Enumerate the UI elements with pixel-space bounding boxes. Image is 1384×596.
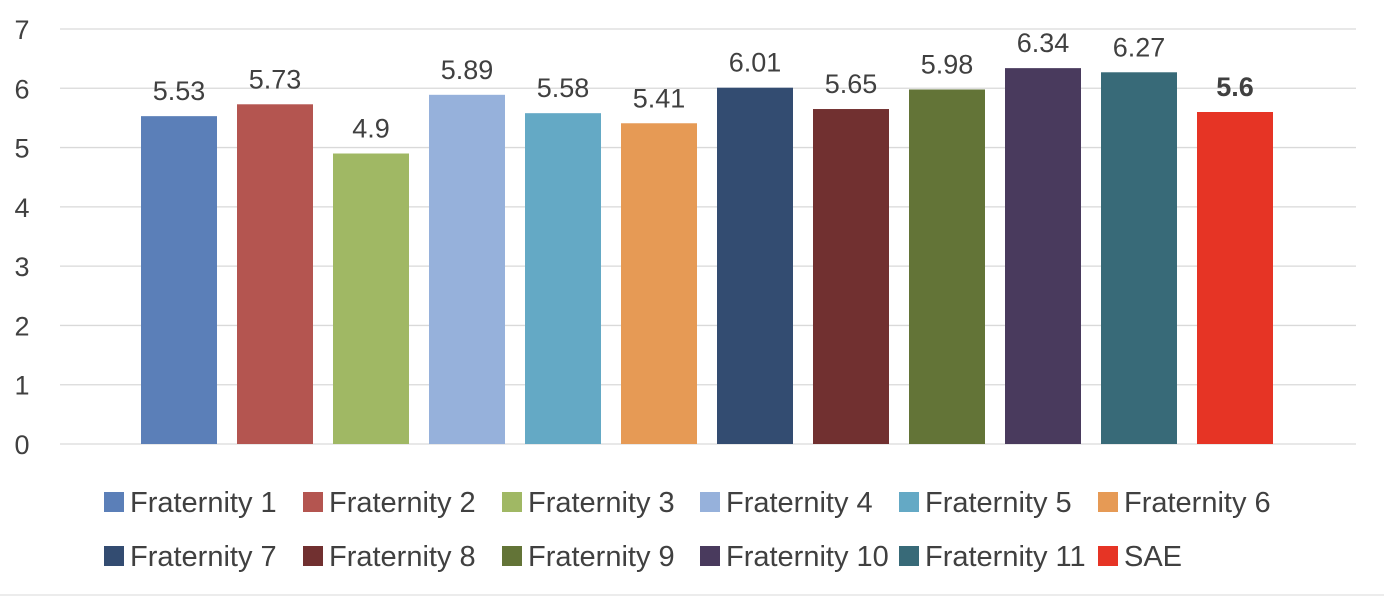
bar xyxy=(429,94,505,445)
legend-swatch xyxy=(104,546,124,566)
legend-swatch xyxy=(899,492,919,512)
legend-swatch xyxy=(1098,546,1118,566)
data-label: 5.58 xyxy=(537,73,590,103)
data-label: 5.6 xyxy=(1216,72,1254,102)
data-label: 4.9 xyxy=(352,114,390,144)
legend-swatch xyxy=(502,492,522,512)
legend-label: Fraternity 3 xyxy=(528,487,675,519)
data-label: 5.73 xyxy=(249,64,302,94)
bar xyxy=(1101,72,1177,445)
legend-label: Fraternity 8 xyxy=(329,541,476,573)
legend-swatch xyxy=(700,492,720,512)
data-label: 5.65 xyxy=(825,69,878,99)
legend-label: Fraternity 4 xyxy=(726,487,873,519)
legend-label: Fraternity 7 xyxy=(130,541,277,573)
y-axis-ticks: 0 1 2 3 4 5 6 7 xyxy=(14,15,29,460)
legend-swatch xyxy=(104,492,124,512)
bar xyxy=(333,153,409,444)
legend: Fraternity 1 Fraternity 2 Fraternity 3 Frat… xyxy=(104,487,1271,573)
legend-swatch xyxy=(700,546,720,566)
bar xyxy=(621,123,697,444)
data-labels: 5.53 5.73 4.9 5.89 5.58 5.41 6.01 5.65 5.98 6.34 6… xyxy=(153,28,1254,143)
y-tick-label: 7 xyxy=(14,15,29,45)
legend-label: Fraternity 11 xyxy=(925,541,1086,573)
legend-label: Fraternity 5 xyxy=(925,487,1072,519)
data-label: 5.89 xyxy=(441,55,494,85)
bar xyxy=(141,116,217,445)
y-tick-label: 6 xyxy=(14,74,29,104)
legend-swatch xyxy=(1098,492,1118,512)
bar xyxy=(525,113,601,444)
y-tick-label: 1 xyxy=(14,371,29,401)
bar xyxy=(1197,112,1273,444)
legend-swatch xyxy=(303,546,323,566)
bar xyxy=(717,87,793,444)
legend-swatch xyxy=(899,546,919,566)
y-tick-label: 4 xyxy=(14,193,29,223)
bar xyxy=(237,104,313,445)
y-tick-label: 5 xyxy=(14,134,29,164)
legend-label: Fraternity 1 xyxy=(130,487,277,519)
bar xyxy=(813,109,889,445)
data-label: 6.27 xyxy=(1113,32,1166,62)
legend-label: SAE xyxy=(1124,541,1182,573)
bars xyxy=(141,68,1273,445)
legend-label: Fraternity 9 xyxy=(528,541,675,573)
legend-swatch xyxy=(502,546,522,566)
data-label: 6.01 xyxy=(729,48,782,78)
legend-label: Fraternity 2 xyxy=(329,487,476,519)
data-label: 5.41 xyxy=(633,83,686,113)
y-tick-label: 2 xyxy=(14,311,29,341)
bar xyxy=(909,89,985,444)
y-tick-label: 3 xyxy=(14,252,29,282)
legend-swatch xyxy=(303,492,323,512)
data-label: 6.34 xyxy=(1017,28,1070,58)
legend-label: Fraternity 10 xyxy=(726,541,889,573)
bar xyxy=(1005,68,1081,444)
data-label: 5.98 xyxy=(921,49,974,79)
data-label: 5.53 xyxy=(153,76,206,106)
y-tick-label: 0 xyxy=(14,430,29,460)
legend-label: Fraternity 6 xyxy=(1124,487,1271,519)
